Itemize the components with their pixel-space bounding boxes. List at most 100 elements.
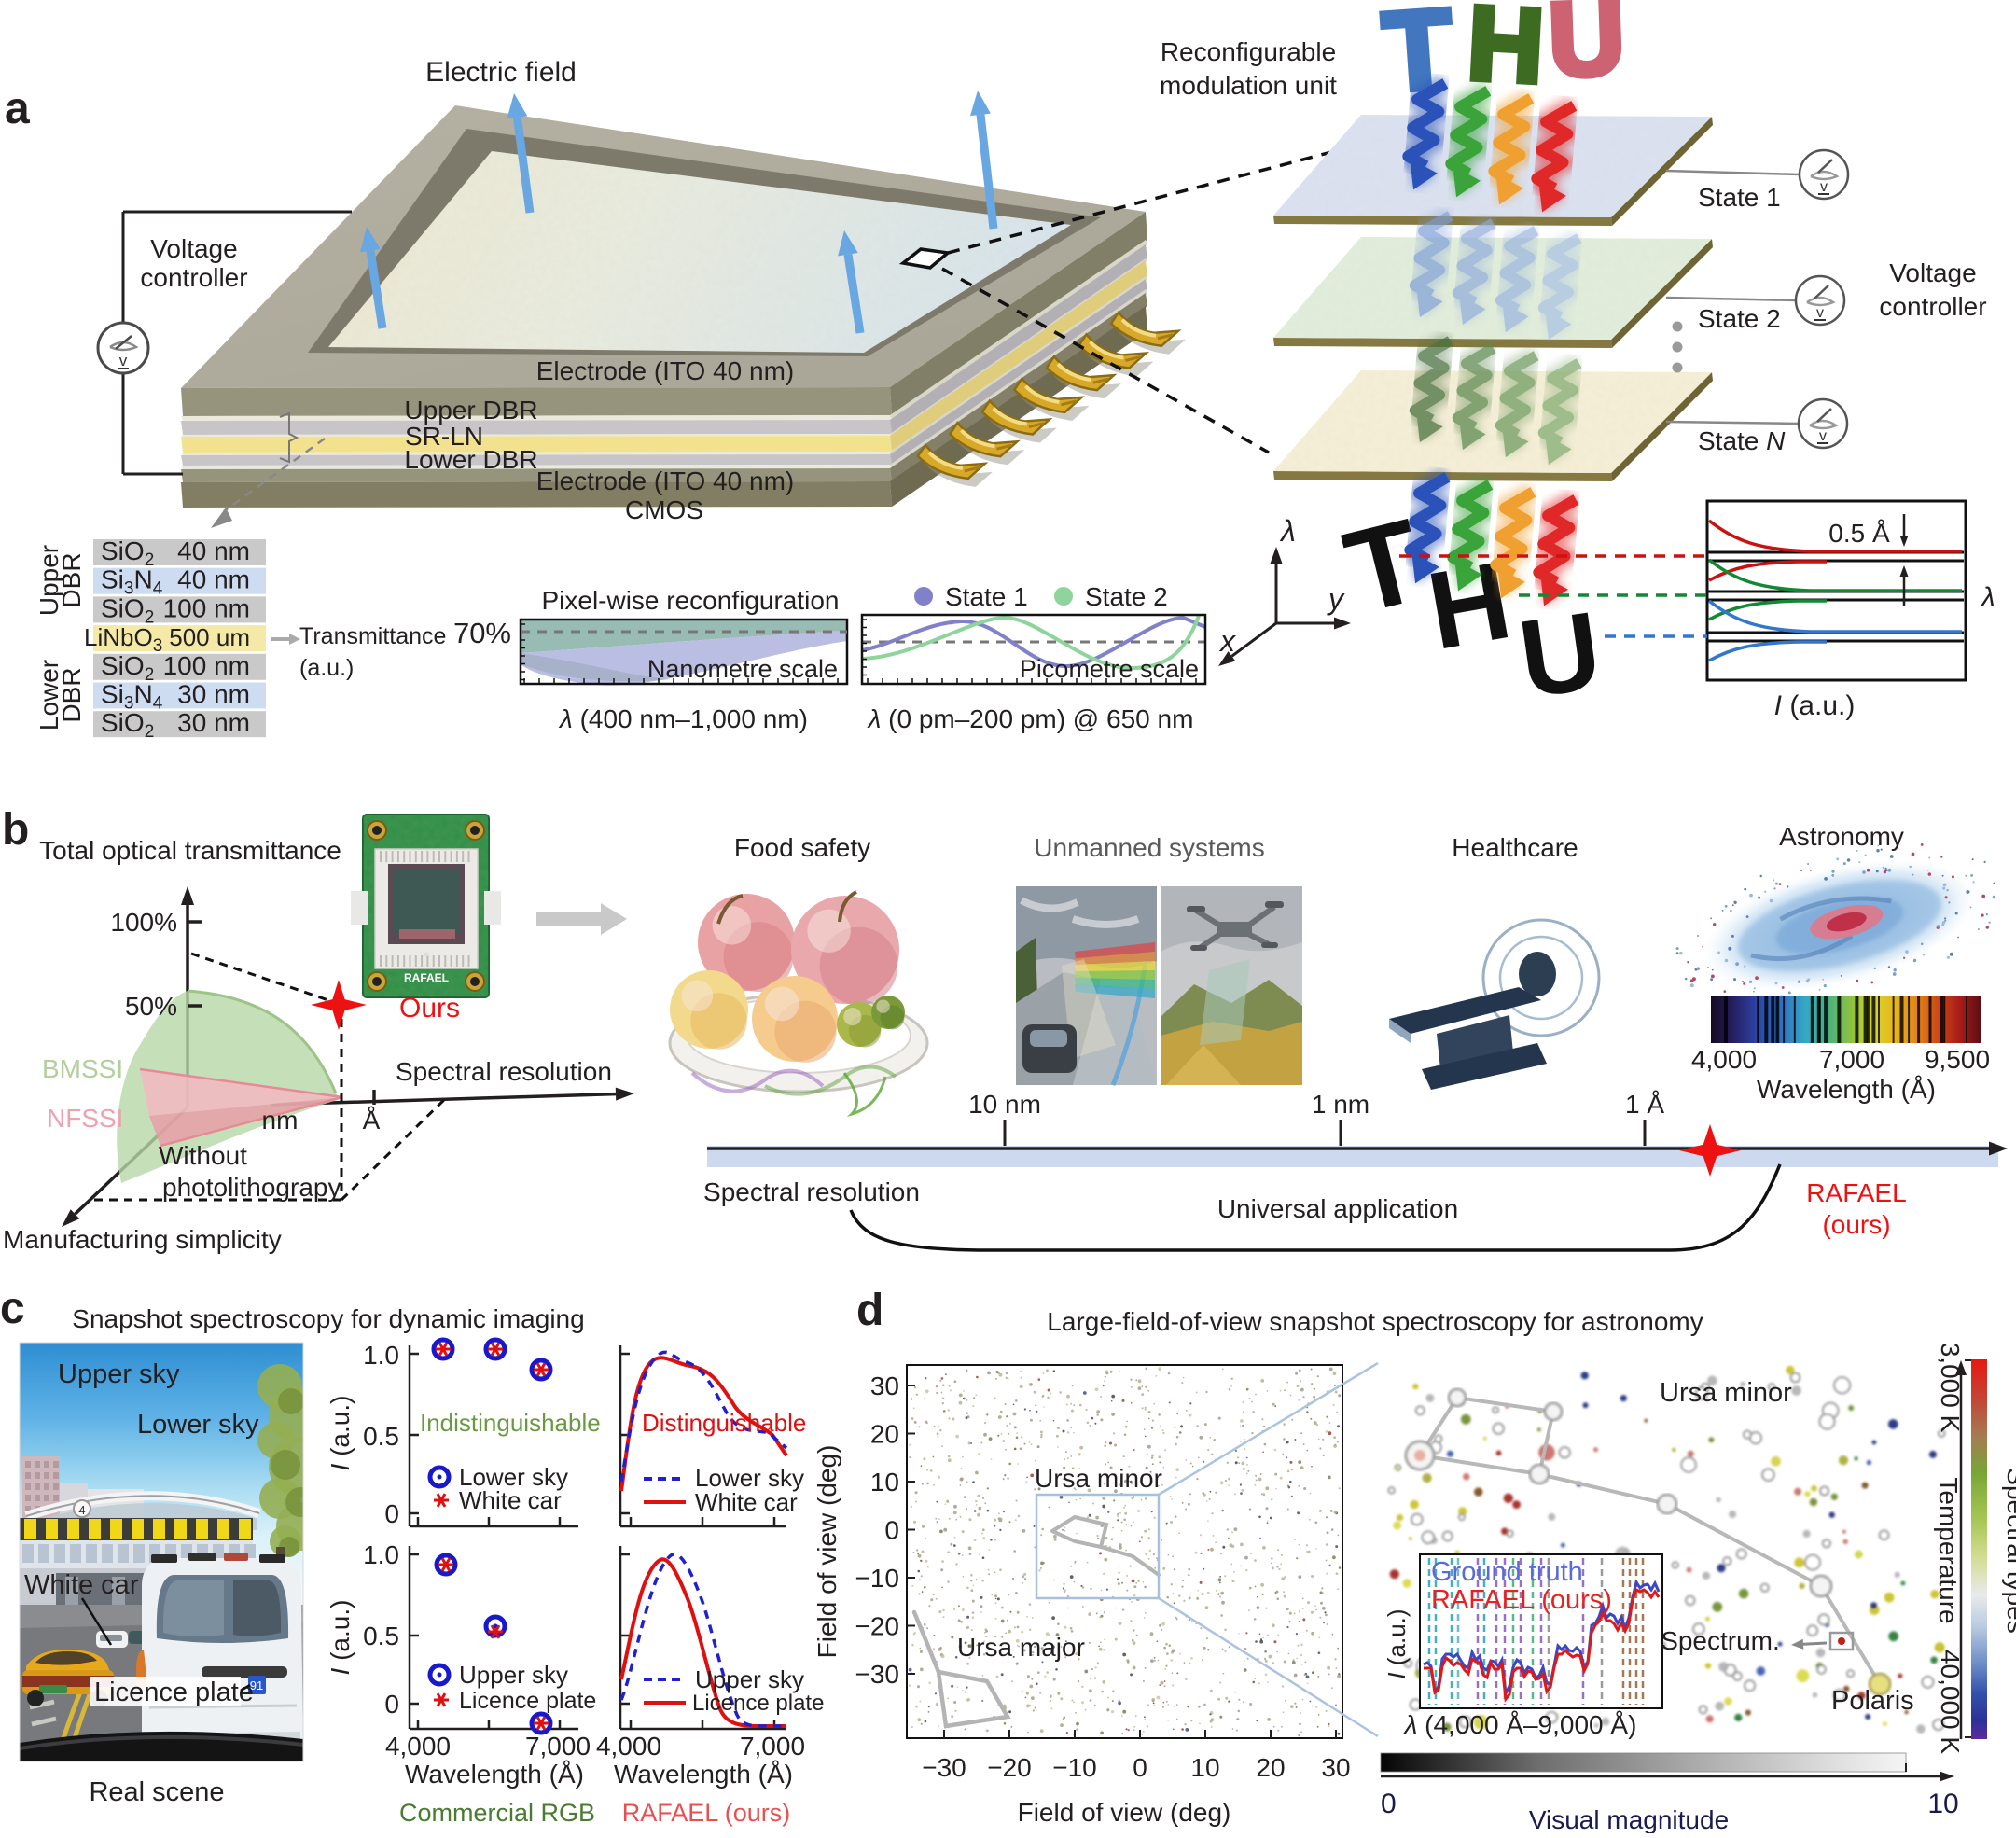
svg-text:Electrode (ITO 40 nm): Electrode (ITO 40 nm) <box>536 356 794 385</box>
svg-text:Visual magnitude: Visual magnitude <box>1529 1805 1729 1833</box>
svg-text:RAFAEL (ours): RAFAEL (ours) <box>622 1799 791 1827</box>
svg-text:Real scene: Real scene <box>89 1777 224 1807</box>
svg-text:b: b <box>2 805 29 855</box>
svg-text:Ground truth: Ground truth <box>1431 1557 1583 1587</box>
svg-text:40 nm: 40 nm <box>177 565 250 594</box>
svg-text:7,000: 7,000 <box>740 1732 805 1761</box>
svg-text:Without: Without <box>159 1141 247 1170</box>
svg-text:10 nm: 10 nm <box>968 1090 1041 1119</box>
svg-text:SR-LN: SR-LN <box>405 422 483 451</box>
svg-text:Healthcare: Healthcare <box>1452 833 1578 862</box>
svg-text:photolithograpy: photolithograpy <box>162 1173 341 1202</box>
svg-text:0: 0 <box>1381 1789 1397 1819</box>
svg-text:100%: 100% <box>110 908 177 937</box>
svg-text:Electrode (ITO 40 nm): Electrode (ITO 40 nm) <box>536 466 794 495</box>
svg-text:λ (400 nm–1,000 nm): λ (400 nm–1,000 nm) <box>558 704 808 733</box>
svg-text:4,000: 4,000 <box>1691 1045 1757 1074</box>
svg-text:y: y <box>1327 582 1345 616</box>
svg-text:50%: 50% <box>125 992 177 1021</box>
svg-text:7,000: 7,000 <box>525 1732 591 1761</box>
svg-text:40 nm: 40 nm <box>177 536 250 565</box>
svg-text:0: 0 <box>884 1516 899 1545</box>
svg-text:Polaris: Polaris <box>1831 1686 1914 1716</box>
svg-text:U: U <box>1547 0 1626 98</box>
svg-text:30 nm: 30 nm <box>177 680 250 709</box>
svg-text:30: 30 <box>1321 1753 1350 1782</box>
svg-text:Upper DBR: Upper DBR <box>404 396 537 425</box>
svg-text:91: 91 <box>250 1678 263 1692</box>
svg-text:White car: White car <box>24 1570 139 1600</box>
svg-text:70%: 70% <box>453 617 511 649</box>
svg-text:1.0: 1.0 <box>363 1540 399 1569</box>
svg-text:10: 10 <box>1190 1753 1219 1782</box>
svg-text:Lower sky: Lower sky <box>137 1410 259 1440</box>
svg-text:Reconfigurable: Reconfigurable <box>1161 37 1336 66</box>
svg-text:Voltage: Voltage <box>150 234 237 263</box>
svg-text:x: x <box>1218 624 1236 658</box>
svg-text:40,000 K: 40,000 K <box>1936 1650 1965 1754</box>
svg-text:Wavelength (Å): Wavelength (Å) <box>405 1760 584 1789</box>
svg-text:1 Å: 1 Å <box>1625 1090 1664 1119</box>
svg-text:v: v <box>1820 179 1828 195</box>
svg-text:Wavelength (Å): Wavelength (Å) <box>614 1760 793 1789</box>
svg-text:4: 4 <box>78 1503 85 1517</box>
svg-text:State 1: State 1 <box>1698 183 1781 212</box>
svg-text:−20: −20 <box>855 1612 900 1641</box>
svg-text:3,000 K: 3,000 K <box>1936 1343 1965 1433</box>
svg-text:λ (0 pm–200 pm) @ 650 nm: λ (0 pm–200 pm) @ 650 nm <box>867 704 1194 733</box>
svg-text:Snapshot spectroscopy for dyna: Snapshot spectroscopy for dynamic imagin… <box>72 1304 584 1333</box>
svg-text:0: 0 <box>1133 1753 1147 1782</box>
svg-text:1.0: 1.0 <box>363 1341 399 1370</box>
svg-text:(a.u.): (a.u.) <box>299 655 354 681</box>
svg-text:0.5 Å: 0.5 Å <box>1828 519 1890 548</box>
svg-text:Wavelength (Å): Wavelength (Å) <box>1757 1075 1936 1104</box>
svg-text:v: v <box>1819 428 1827 444</box>
svg-text:Pixel-wise reconfiguration: Pixel-wise reconfiguration <box>541 586 839 615</box>
svg-text:Lower: Lower <box>35 660 63 731</box>
svg-text:Ursa major: Ursa major <box>957 1633 1085 1662</box>
svg-text:CMOS: CMOS <box>625 495 703 524</box>
svg-text:λ (4,000 Å–9,000 Å): λ (4,000 Å–9,000 Å) <box>1403 1710 1637 1739</box>
svg-text:0.5: 0.5 <box>363 1422 399 1451</box>
svg-text:Indistinguishable: Indistinguishable <box>420 1409 601 1437</box>
svg-text:Manufacturing simplicity: Manufacturing simplicity <box>3 1225 282 1254</box>
svg-text:Upper sky: Upper sky <box>459 1661 568 1689</box>
svg-text:Lower sky: Lower sky <box>695 1464 804 1492</box>
svg-text:Universal application: Universal application <box>1217 1194 1458 1223</box>
svg-text:Spectral resolution: Spectral resolution <box>703 1177 920 1206</box>
svg-text:λ: λ <box>1279 514 1296 548</box>
svg-text:DBR: DBR <box>57 667 86 722</box>
svg-text:RAFAEL: RAFAEL <box>1806 1178 1906 1207</box>
svg-text:RAFAEL: RAFAEL <box>404 971 449 984</box>
svg-text:RAFAEL (ours): RAFAEL (ours) <box>1431 1585 1612 1615</box>
svg-text:Lower sky: Lower sky <box>459 1463 568 1491</box>
svg-text:0: 0 <box>384 1690 399 1719</box>
svg-text:I (a.u.): I (a.u.) <box>1383 1608 1411 1678</box>
svg-text:modulation unit: modulation unit <box>1160 71 1337 100</box>
svg-text:Licence plate: Licence plate <box>692 1691 824 1716</box>
svg-text:Temperature: Temperature <box>1934 1477 1963 1623</box>
svg-text:Voltage: Voltage <box>1889 258 1976 287</box>
svg-text:State 2: State 2 <box>1085 582 1168 611</box>
svg-text:Upper sky: Upper sky <box>695 1665 804 1693</box>
svg-text:Upper: Upper <box>35 545 63 616</box>
svg-text:controller: controller <box>1879 292 1986 321</box>
svg-text:−10: −10 <box>1052 1753 1097 1782</box>
svg-text:NFSSI: NFSSI <box>47 1104 123 1133</box>
svg-text:Ursa minor: Ursa minor <box>1035 1464 1162 1493</box>
svg-text:Distinguishable: Distinguishable <box>642 1409 806 1437</box>
svg-text:I (a.u.): I (a.u.) <box>326 1600 355 1676</box>
svg-text:Nanometre scale: Nanometre scale <box>647 655 838 683</box>
svg-text:−10: −10 <box>855 1564 900 1593</box>
svg-text:Spectral resolution: Spectral resolution <box>396 1057 612 1086</box>
svg-text:Large-field-of-view snapshot s: Large-field-of-view snapshot spectroscop… <box>1047 1307 1703 1336</box>
svg-text:Field of view (deg): Field of view (deg) <box>813 1445 841 1659</box>
svg-text:DBR: DBR <box>57 552 86 607</box>
svg-text:Total optical transmittance: Total optical transmittance <box>39 836 341 865</box>
svg-text:Picometre scale: Picometre scale <box>1020 655 1199 683</box>
svg-text:1 nm: 1 nm <box>1312 1090 1369 1119</box>
svg-text:−20: −20 <box>987 1753 1032 1782</box>
svg-text:White car: White car <box>695 1488 798 1516</box>
svg-text:4,000: 4,000 <box>596 1732 661 1761</box>
svg-text:Spectral types: Spectral types <box>2002 1468 2016 1633</box>
